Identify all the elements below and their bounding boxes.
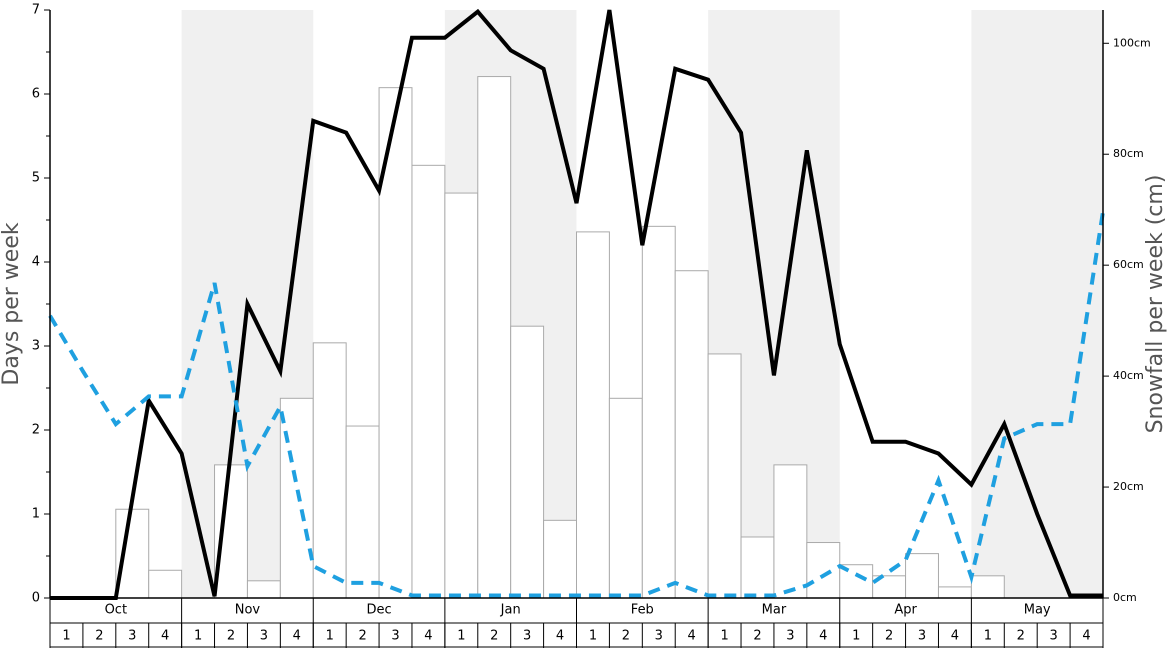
week-label: 1 — [852, 629, 860, 644]
bar — [279, 397, 314, 599]
week-label: 3 — [918, 629, 926, 644]
y-tick-label: 5 — [32, 171, 40, 186]
week-label: 2 — [622, 629, 630, 644]
week-label: 2 — [1017, 629, 1025, 644]
y2-tick-label: 0cm — [1113, 591, 1137, 604]
week-label: 4 — [951, 629, 959, 644]
y2-tick-label: 20cm — [1113, 480, 1144, 493]
month-label: Oct — [105, 603, 127, 618]
y-tick-label: 1 — [32, 507, 40, 522]
y2-tick-label: 40cm — [1113, 369, 1144, 382]
month-label: Dec — [366, 603, 391, 618]
y-tick-label: 2 — [32, 423, 40, 438]
bar — [543, 519, 577, 599]
week-label: 3 — [655, 629, 663, 644]
y-tick-label: 4 — [32, 255, 40, 270]
week-label: 2 — [227, 629, 235, 644]
month-label: Mar — [762, 603, 787, 618]
week-label: 2 — [885, 629, 893, 644]
week-label: 3 — [260, 629, 268, 644]
week-label: 2 — [490, 629, 498, 644]
bar — [246, 580, 281, 599]
week-label: 3 — [786, 629, 794, 644]
y2-tick-label: 100cm — [1113, 36, 1151, 49]
bar — [970, 575, 1005, 599]
month-label: Feb — [631, 603, 654, 618]
bar — [510, 325, 545, 599]
week-label: 4 — [161, 629, 169, 644]
line — [50, 8, 1103, 600]
bar — [905, 553, 939, 599]
bar — [477, 76, 512, 599]
week-label: 3 — [1050, 629, 1058, 644]
bar — [148, 569, 183, 599]
bar — [773, 464, 808, 599]
bar — [608, 397, 643, 599]
y-tick-label: 3 — [32, 339, 40, 354]
week-label: 4 — [293, 629, 301, 644]
bar — [214, 464, 248, 599]
bar — [576, 231, 610, 599]
bar — [806, 542, 841, 599]
week-label: 4 — [556, 629, 564, 644]
month-label: Nov — [235, 603, 261, 618]
y-tick-label: 6 — [32, 87, 40, 102]
month-label: Apr — [894, 603, 917, 618]
week-label: 1 — [62, 629, 70, 644]
bar — [115, 508, 150, 599]
week-label: 3 — [128, 629, 136, 644]
week-label: 1 — [457, 629, 465, 644]
week-label: 1 — [194, 629, 202, 644]
week-label: 3 — [391, 629, 399, 644]
bar — [740, 536, 775, 599]
month-label: Jan — [500, 603, 521, 618]
month-label: May — [1024, 603, 1051, 618]
line — [48, 211, 1105, 598]
week-label: 2 — [358, 629, 366, 644]
bar — [345, 425, 380, 599]
month-band — [971, 10, 1103, 598]
week-label: 1 — [326, 629, 334, 644]
y2-axis-label: Snowfall per week (cm) — [1143, 175, 1168, 434]
y-tick-label: 0 — [32, 591, 40, 606]
week-label: 1 — [589, 629, 597, 644]
bar — [674, 270, 709, 599]
y2-tick-label: 80cm — [1113, 147, 1144, 160]
bar — [641, 225, 676, 599]
week-label: 4 — [1082, 629, 1090, 644]
week-label: 1 — [720, 629, 728, 644]
week-label: 1 — [984, 629, 992, 644]
week-label: 2 — [753, 629, 761, 644]
week-label: 4 — [424, 629, 432, 644]
week-label: 4 — [688, 629, 696, 644]
week-label: 4 — [819, 629, 827, 644]
y-axis-label: Days per week — [0, 222, 24, 385]
bar — [411, 164, 446, 599]
bar — [937, 586, 972, 599]
week-label: 3 — [523, 629, 531, 644]
bar — [312, 342, 347, 599]
week-label: 2 — [95, 629, 103, 644]
y-tick-label: 7 — [32, 3, 40, 18]
bar — [444, 192, 479, 599]
bar — [707, 353, 742, 599]
y2-tick-label: 60cm — [1113, 258, 1144, 271]
